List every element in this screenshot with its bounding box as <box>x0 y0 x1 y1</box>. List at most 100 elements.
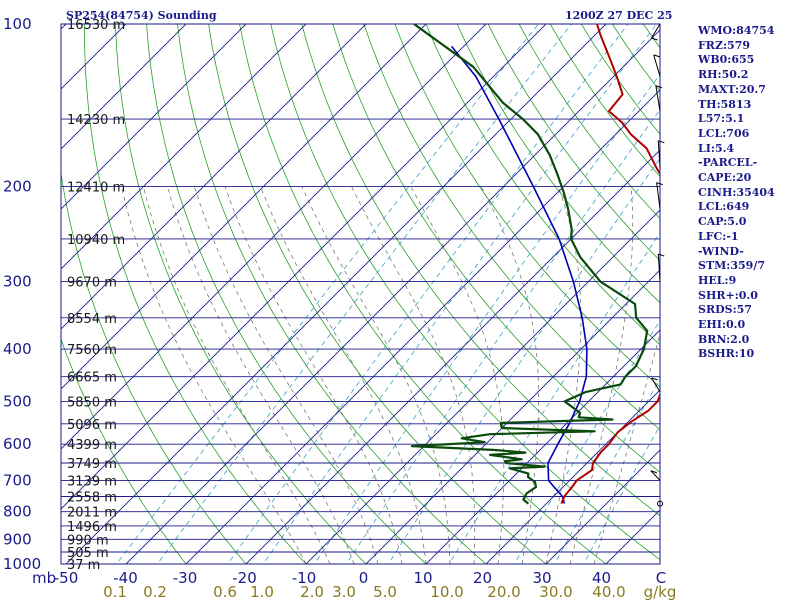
height-label: 9670 m <box>67 276 117 291</box>
mixing-ratio-lines <box>116 24 660 564</box>
isotherm-line <box>61 24 247 210</box>
dry-adiabat-line <box>239 24 607 564</box>
height-label: 505 m <box>67 546 109 561</box>
isotherm-line <box>185 89 660 564</box>
wind-barb-flag <box>651 37 658 41</box>
dry-adiabat-line <box>487 24 660 262</box>
dry-adiabats <box>61 24 660 564</box>
height-label: 2558 m <box>67 491 117 506</box>
isotherm-line <box>61 24 487 450</box>
stat-line: STM:359/7 <box>698 259 765 273</box>
moist-adiabat-line <box>593 332 660 564</box>
stat-line: CAP:5.0 <box>698 215 747 229</box>
temperature-tick-label: 0 <box>359 569 369 587</box>
dry-adiabat-line <box>146 24 427 564</box>
wind-barb <box>651 23 661 39</box>
mixing-ratio-line <box>116 24 539 564</box>
pressure-tick-label: 100 <box>3 15 32 33</box>
stat-line: BSHR:10 <box>698 347 755 361</box>
isotherm-line <box>545 449 660 564</box>
mixing-ratio-label: 5.0 <box>373 583 397 600</box>
stat-line: SRDS:57 <box>698 303 752 317</box>
dry-adiabat-line <box>394 24 660 388</box>
wind-barb <box>656 182 661 209</box>
sounding-indices-panel: WMO:84754 FRZ:579 WB0:655 RH:50.2 MAXT:20.7 T… <box>698 24 775 362</box>
pressure-tick-label: 500 <box>3 392 32 410</box>
pressure-tick-label: 900 <box>3 530 32 548</box>
wind-barb <box>657 140 661 169</box>
surface-wind-marker <box>657 500 663 507</box>
isotherms <box>61 24 660 564</box>
dry-adiabat-line <box>301 24 660 517</box>
height-label: 10940 m <box>67 233 125 248</box>
sounding-time: 1200Z 27 DEC 25 <box>565 9 673 22</box>
mixing-ratio-label: 2.0 <box>300 583 324 600</box>
moist-adiabat-line <box>260 186 427 564</box>
dry-adiabat-line <box>456 24 660 304</box>
isobars <box>61 23 660 565</box>
dry-adiabat-line <box>61 338 187 564</box>
height-label: 1496 m <box>67 520 117 535</box>
stat-line: SHR+:0.0 <box>698 288 758 302</box>
stat-line: WB0:655 <box>698 53 755 67</box>
wind-barb-flag <box>658 140 665 144</box>
plot-frame <box>60 23 661 565</box>
height-label: 3139 m <box>67 474 117 489</box>
dry-adiabat-line <box>83 24 307 564</box>
height-label: 7560 m <box>67 343 117 358</box>
dry-adiabat-line <box>115 24 367 564</box>
temperature-tick-label: -40 <box>113 569 138 587</box>
pressure-tick-label: 400 <box>3 340 32 358</box>
height-label: 2011 m <box>67 506 117 521</box>
height-label: 8554 m <box>67 312 117 327</box>
stat-line: RH:50.2 <box>698 68 749 82</box>
temperature-axis-labels: -50 -40 -30 -20 -10 0 10 20 30 40 C <box>54 569 666 587</box>
dry-adiabat-line <box>177 24 487 564</box>
stat-line: LCL:706 <box>698 126 750 140</box>
stat-line: -WIND- <box>698 244 744 258</box>
mixing-ratio-line <box>387 157 660 564</box>
temperature-profile-line <box>560 24 660 504</box>
isotherm-line <box>61 24 547 510</box>
moist-adiabat-line <box>480 186 539 564</box>
stat-line: WMO:84754 <box>698 24 775 37</box>
parcel-trace-line <box>450 45 588 504</box>
isotherm-line <box>125 29 660 564</box>
mixing-ratio-labels: 0.1 0.2 0.6 1.0 2.0 3.0 5.0 10.0 20.0 30.0 40.0 g/k… <box>103 583 676 600</box>
dry-adiabat-line <box>270 24 660 561</box>
wind-barb-flag <box>656 182 663 186</box>
isotherm-line <box>245 149 660 564</box>
height-label: 5850 m <box>67 395 117 410</box>
isotherm-line <box>485 389 660 564</box>
height-label: 12410 m <box>67 181 125 196</box>
wind-barb <box>653 54 661 77</box>
chart-title: SP254(84754) Sounding <box>66 9 217 22</box>
height-label: 6665 m <box>67 371 117 386</box>
mixing-ratio-line <box>553 378 660 564</box>
pressure-tick-label: 800 <box>3 503 32 521</box>
dry-adiabat-line <box>363 24 660 431</box>
height-label: 4399 m <box>67 438 117 453</box>
height-labels: 16530 m 14230 m 12410 m 10940 m 9670 m 8554 m… <box>67 18 125 573</box>
wind-barb-flag <box>650 470 657 474</box>
temperature-tick-label: 30 <box>532 569 551 587</box>
stat-line: -PARCEL- <box>698 156 758 170</box>
wind-barb <box>655 85 661 112</box>
stat-line: CINH:35404 <box>698 185 775 199</box>
temperature-tick-label: 10 <box>413 569 432 587</box>
mixing-ratio-label: g/kg <box>644 583 677 600</box>
wind-barb <box>657 254 661 282</box>
stat-line: LFC:-1 <box>698 229 739 243</box>
temperature-tick-label: -10 <box>292 569 317 587</box>
mixing-ratio-label: 20.0 <box>487 583 520 600</box>
temperature-tick-label: 20 <box>473 569 492 587</box>
mixing-ratio-label: 40.0 <box>592 583 625 600</box>
mixing-ratio-line <box>345 108 660 564</box>
isotherm-line <box>61 24 307 270</box>
stat-line: MAXT:20.7 <box>698 82 766 96</box>
pressure-tick-label: 1000 <box>3 555 41 573</box>
mixing-ratio-label: 10.0 <box>430 583 463 600</box>
height-label: 37 m <box>67 558 100 573</box>
mixing-ratio-label: 0.2 <box>143 583 167 600</box>
